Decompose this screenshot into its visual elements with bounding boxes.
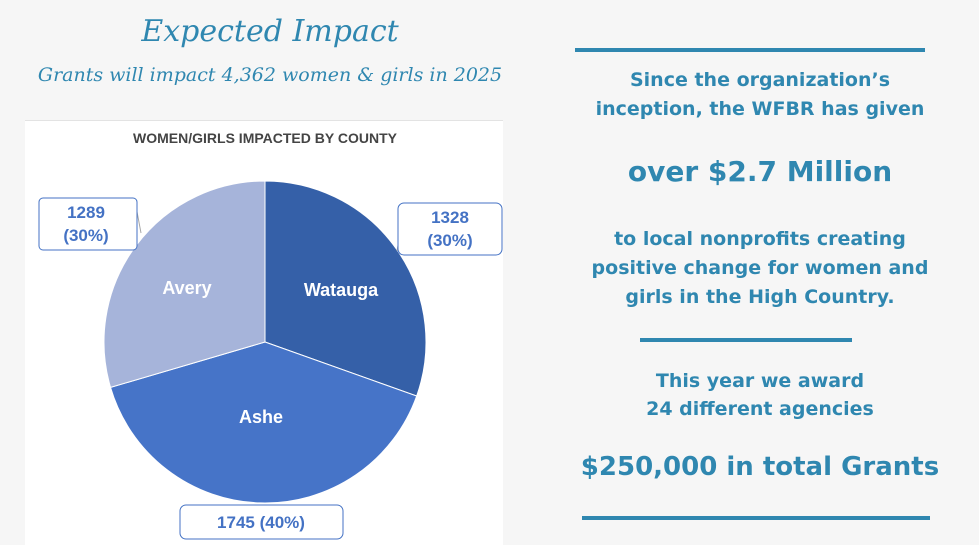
chart-panel: WOMEN/GIRLS IMPACTED BY COUNTY Watauga A… — [25, 120, 503, 545]
slice-name-avery: Avery — [162, 278, 211, 298]
data-label-avery: 1289 (30%) — [38, 197, 138, 251]
pie-slice-watauga — [264, 180, 427, 397]
intro-line-1: Since the organization’s — [629, 69, 891, 91]
svg-text:1745 (40%): 1745 (40%) — [217, 513, 305, 532]
data-label-watauga: 1328 (30%) — [397, 202, 503, 256]
award-line-1: This year we award — [655, 370, 865, 392]
svg-text:(30%): (30%) — [427, 231, 472, 250]
middle-divider — [640, 338, 852, 342]
page-title: Expected Impact — [141, 14, 399, 49]
purpose-line-2: positive change for women and — [591, 257, 929, 279]
svg-text:1328: 1328 — [431, 208, 469, 227]
data-label-ashe: 1745 (40%) — [179, 504, 344, 540]
purpose-line-1: to local nonprofits creating — [614, 228, 906, 250]
chart-title: WOMEN/GIRLS IMPACTED BY COUNTY — [133, 130, 398, 146]
bottom-divider — [582, 516, 930, 520]
svg-text:(30%): (30%) — [63, 226, 108, 245]
award-line-2: 24 different agencies — [646, 398, 874, 420]
page-subtitle: Grants will impact 4,362 women & girls i… — [37, 64, 503, 86]
intro-line-2: inception, the WFBR has given — [595, 98, 925, 120]
top-divider — [575, 48, 925, 52]
stats-column: Since the organization’s inception, the … — [560, 0, 960, 544]
total-given: over $2.7 Million — [627, 155, 893, 188]
slice-name-watauga: Watauga — [304, 280, 379, 300]
svg-text:1289: 1289 — [67, 203, 105, 222]
pie-slice-ashe — [109, 341, 418, 504]
total-grants: $250,000 in total Grants — [580, 452, 940, 482]
purpose-line-3: girls in the High Country. — [625, 286, 895, 308]
slice-name-ashe: Ashe — [239, 407, 283, 427]
pie-chart: WOMEN/GIRLS IMPACTED BY COUNTY Watauga A… — [38, 130, 503, 540]
